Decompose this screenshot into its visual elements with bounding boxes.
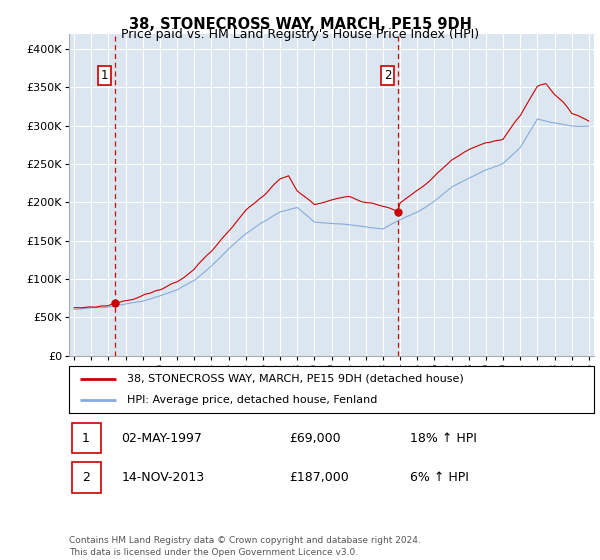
Text: 18% ↑ HPI: 18% ↑ HPI: [410, 432, 477, 445]
Text: 2: 2: [384, 69, 391, 82]
Bar: [71, 423, 101, 454]
Bar: [71, 462, 101, 493]
Text: 1: 1: [101, 69, 108, 82]
Text: 6% ↑ HPI: 6% ↑ HPI: [410, 471, 469, 484]
Text: HPI: Average price, detached house, Fenland: HPI: Average price, detached house, Fenl…: [127, 395, 377, 405]
Text: 14-NOV-2013: 14-NOV-2013: [121, 471, 205, 484]
Text: Price paid vs. HM Land Registry's House Price Index (HPI): Price paid vs. HM Land Registry's House …: [121, 28, 479, 41]
Text: 38, STONECROSS WAY, MARCH, PE15 9DH (detached house): 38, STONECROSS WAY, MARCH, PE15 9DH (det…: [127, 374, 464, 384]
Text: Contains HM Land Registry data © Crown copyright and database right 2024.
This d: Contains HM Land Registry data © Crown c…: [69, 536, 421, 557]
Text: £69,000: £69,000: [290, 432, 341, 445]
Text: 1: 1: [82, 432, 90, 445]
Text: 38, STONECROSS WAY, MARCH, PE15 9DH: 38, STONECROSS WAY, MARCH, PE15 9DH: [128, 17, 472, 32]
Text: 02-MAY-1997: 02-MAY-1997: [121, 432, 202, 445]
Text: 2: 2: [82, 471, 90, 484]
Text: £187,000: £187,000: [290, 471, 349, 484]
